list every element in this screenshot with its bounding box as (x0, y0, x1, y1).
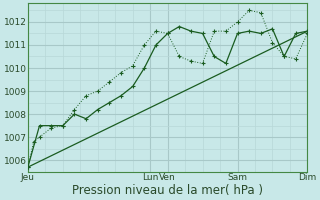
X-axis label: Pression niveau de la mer( hPa ): Pression niveau de la mer( hPa ) (72, 184, 263, 197)
